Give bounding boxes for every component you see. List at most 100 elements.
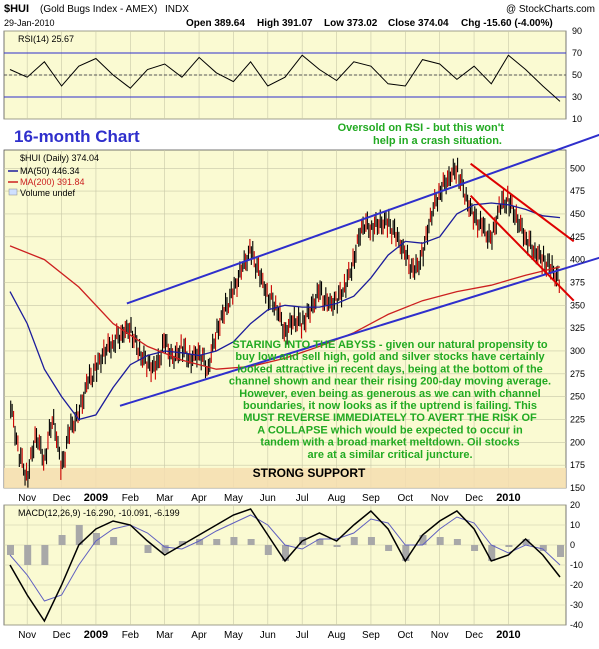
commentary-line: A COLLAPSE which would be expected to oc… bbox=[257, 424, 523, 436]
rsi-title: RSI(14) 25.67 bbox=[18, 34, 74, 44]
channel-upper-line bbox=[126, 133, 599, 305]
commentary-line: buy low and sell high, gold and silver s… bbox=[235, 351, 545, 363]
macd-x-label: May bbox=[224, 630, 243, 641]
header-credit: @ StockCharts.com bbox=[506, 4, 595, 15]
price-x-label: Sep bbox=[362, 493, 380, 504]
commentary-line: are at a similar critical juncture. bbox=[307, 449, 472, 461]
commentary-line: looked attractive in recent days, being … bbox=[237, 363, 543, 375]
header-change: Chg -15.60 (-4.00%) bbox=[461, 18, 553, 29]
commentary-line: channel shown and near their rising 200-… bbox=[229, 376, 551, 388]
price-x-label: Dec bbox=[53, 493, 71, 504]
macd-histogram-bar bbox=[453, 539, 461, 545]
price-x-label: 2009 bbox=[84, 492, 108, 504]
macd-tick-label: -30 bbox=[570, 600, 583, 610]
macd-histogram-bar bbox=[367, 537, 375, 545]
macd-histogram-bar bbox=[505, 545, 513, 547]
price-tick-label: 300 bbox=[570, 346, 585, 356]
macd-histogram-bar bbox=[213, 539, 221, 545]
header-low: Low 373.02 bbox=[324, 18, 378, 29]
support-band-rect bbox=[4, 467, 566, 488]
price-tick-label: 500 bbox=[570, 163, 585, 173]
macd-tick-label: 20 bbox=[570, 500, 580, 510]
price-x-label: Aug bbox=[328, 493, 346, 504]
macd-histogram-bar bbox=[350, 537, 358, 545]
price-tick-label: 150 bbox=[570, 483, 585, 493]
macd-histogram-bar bbox=[161, 545, 169, 553]
chart-label: 16-month Chart bbox=[14, 127, 140, 146]
rsi-tick-label: 70 bbox=[572, 48, 582, 58]
macd-histogram-bar bbox=[144, 545, 152, 553]
macd-histogram-bar bbox=[58, 535, 66, 545]
price-tick-label: 250 bbox=[570, 392, 585, 402]
macd-histogram-bar bbox=[557, 545, 564, 557]
downtrend-lower-line bbox=[469, 194, 575, 302]
grid-layer bbox=[4, 30, 566, 626]
legend-volume-swatch bbox=[8, 188, 18, 196]
macd-tick-label: 10 bbox=[570, 520, 580, 530]
series-layer bbox=[7, 54, 564, 623]
commentary-line: boundaries, it now looks as if the uptre… bbox=[243, 400, 537, 412]
rsi-tick-label: 50 bbox=[572, 70, 582, 80]
macd-histogram-bar bbox=[92, 533, 100, 545]
support-band bbox=[4, 467, 566, 488]
header-date: 29-Jan-2010 bbox=[4, 18, 55, 28]
price-tick-label: 475 bbox=[570, 186, 585, 196]
header-close: Close 374.04 bbox=[388, 18, 449, 29]
macd-title: MACD(12,26,9) -16.290, -10.091, -6.199 bbox=[18, 508, 180, 518]
commentary-line: tandem with a broad market meltdown. Oil… bbox=[260, 437, 519, 449]
macd-x-label: 2009 bbox=[84, 629, 108, 641]
price-x-label: Dec bbox=[465, 493, 483, 504]
downtrend-upper-line bbox=[470, 162, 575, 243]
macd-histogram-bar bbox=[24, 545, 32, 565]
macd-histogram-bar bbox=[436, 537, 444, 545]
header-symbol: $HUI bbox=[4, 3, 29, 15]
price-tick-label: 425 bbox=[570, 232, 585, 242]
price-x-label: Feb bbox=[122, 493, 140, 504]
macd-histogram-bar bbox=[282, 545, 289, 561]
price-x-label: Nov bbox=[431, 493, 449, 504]
macd-x-label: Nov bbox=[18, 630, 36, 641]
channel-lines bbox=[119, 133, 599, 407]
commentary-line: MUST REVERSE IMMEDIATELY TO AVERT THE RI… bbox=[243, 412, 537, 424]
price-x-label: May bbox=[224, 493, 243, 504]
legend-ma50: MA(50) 446.34 bbox=[20, 166, 80, 176]
macd-tick-label: -20 bbox=[570, 580, 583, 590]
macd-tick-label: -40 bbox=[570, 620, 583, 630]
macd-x-label: 2010 bbox=[496, 629, 520, 641]
price-tick-label: 450 bbox=[570, 209, 585, 219]
price-x-label: 2010 bbox=[496, 492, 520, 504]
macd-histogram-bar bbox=[178, 541, 186, 545]
legend-price: $HUI (Daily) 374.04 bbox=[20, 153, 99, 163]
macd-x-label: Nov bbox=[431, 630, 449, 641]
header-name: (Gold Bugs Index - AMEX) bbox=[40, 4, 157, 15]
header-open: Open 389.64 bbox=[186, 18, 245, 29]
macd-histogram-bar bbox=[419, 535, 427, 545]
ma50-line bbox=[9, 202, 561, 421]
rsi-tick-label: 10 bbox=[572, 114, 582, 124]
price-tick-label: 175 bbox=[570, 460, 585, 470]
price-tick-label: 275 bbox=[570, 369, 585, 379]
header-high: High 391.07 bbox=[257, 18, 313, 29]
macd-histogram-bar bbox=[488, 545, 496, 561]
rsi-tick-label: 90 bbox=[572, 26, 582, 36]
macd-histogram-bar bbox=[316, 539, 324, 545]
price-x-label: Nov bbox=[18, 493, 36, 504]
price-tick-label: 325 bbox=[570, 323, 585, 333]
macd-x-label: Apr bbox=[191, 630, 207, 641]
macd-x-label: Sep bbox=[362, 630, 380, 641]
commentary-text: STARING INTO THE ABYSS - given our natur… bbox=[229, 339, 551, 461]
macd-signal-line bbox=[9, 514, 561, 602]
price-x-label: Mar bbox=[156, 493, 174, 504]
header-exchange: INDX bbox=[165, 4, 189, 15]
macd-histogram-bar bbox=[522, 539, 530, 545]
axis-labels: 1030507090150175200225250275300325350375… bbox=[18, 26, 585, 641]
support-label: STRONG SUPPORT bbox=[253, 466, 366, 480]
macd-histogram-bar bbox=[471, 545, 479, 551]
price-tick-label: 350 bbox=[570, 300, 585, 310]
rsi-note-1: Oversold on RSI - but this won't bbox=[338, 122, 505, 134]
ma200-line bbox=[9, 245, 561, 370]
macd-x-label: Mar bbox=[156, 630, 174, 641]
commentary-line: However, even being as generous as we ca… bbox=[239, 388, 540, 400]
macd-histogram-bar bbox=[247, 539, 255, 545]
